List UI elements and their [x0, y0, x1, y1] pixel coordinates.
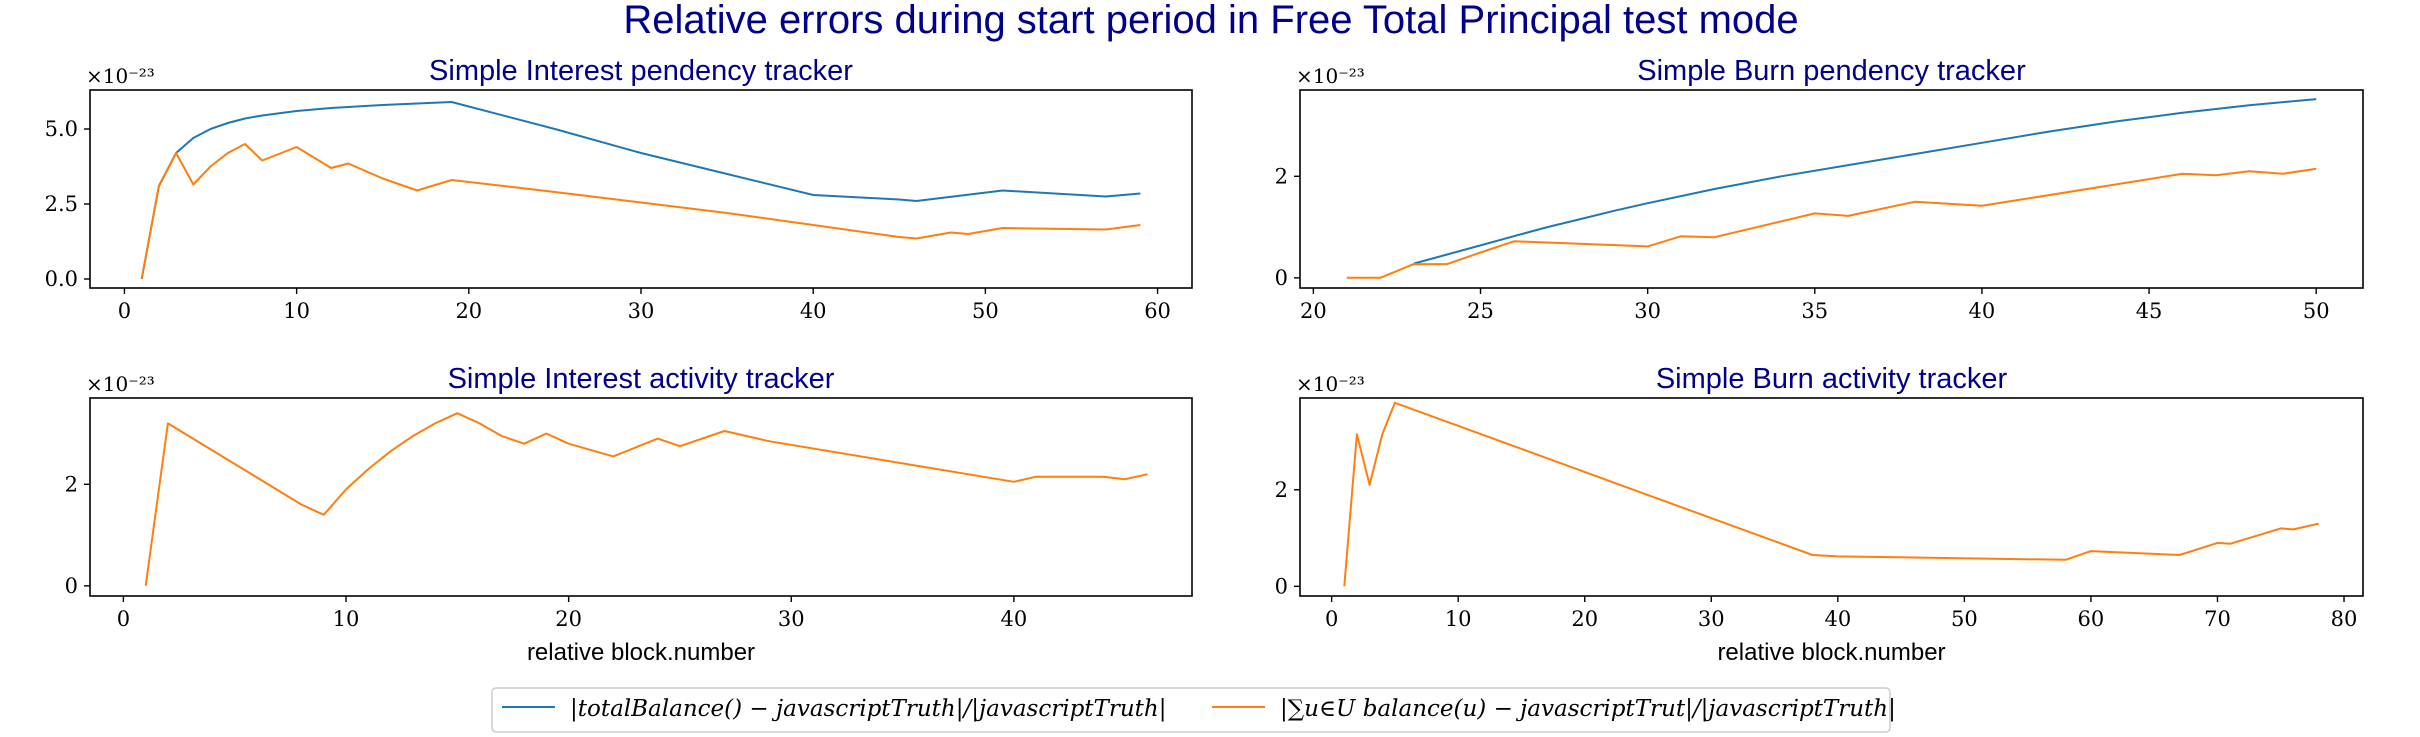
y-tick-label-interest-pendency: 0.0 — [45, 267, 78, 291]
x-axis-label-interest-activity: relative block.number — [527, 639, 755, 666]
series-line-sum-balances-burn-pendency — [1346, 167, 2317, 279]
x-tick-label-interest-activity: 10 — [333, 607, 360, 631]
series-line-sum-balances-interest-pendency — [140, 143, 1141, 280]
y-tick-label-interest-activity: 0 — [65, 574, 78, 598]
x-tick-label-interest-activity: 20 — [555, 607, 582, 631]
x-tick-label-interest-pendency: 60 — [1144, 299, 1171, 323]
x-tick-label-interest-activity: 0 — [117, 607, 130, 631]
y-tick-label-interest-activity: 2 — [65, 472, 78, 496]
x-tick-label-burn-activity: 40 — [1824, 607, 1851, 631]
x-tick-label-burn-activity: 50 — [1951, 607, 1978, 631]
x-tick-label-burn-activity: 0 — [1325, 607, 1338, 631]
panel-series-burn-activity — [1343, 401, 2319, 587]
panel-series-interest-pendency — [140, 101, 1141, 280]
series-line-total-balance-interest-pendency — [140, 101, 1141, 280]
x-axis-label-burn-activity: relative block.number — [1717, 639, 1945, 666]
x-tick-label-burn-activity: 30 — [1698, 607, 1725, 631]
panel-scale-label-interest-pendency: ×10⁻²³ — [86, 64, 155, 88]
x-tick-label-burn-pendency: 20 — [1300, 299, 1327, 323]
legend: |totalBalance() − javascriptTruth|/|java… — [491, 687, 1896, 733]
x-tick-label-interest-pendency: 10 — [283, 299, 310, 323]
axes-frame-burn-activity — [1299, 397, 2364, 597]
x-tick-label-burn-activity: 10 — [1445, 607, 1472, 631]
series-line-sum-balances-interest-activity — [144, 412, 1148, 586]
legend-frame — [491, 687, 1891, 733]
x-tick-label-burn-pendency: 45 — [2136, 299, 2163, 323]
x-tick-label-burn-activity: 80 — [2331, 607, 2358, 631]
x-tick-label-interest-activity: 40 — [1001, 607, 1028, 631]
panel-scale-label-interest-activity: ×10⁻²³ — [86, 372, 155, 396]
y-tick-label-burn-activity: 2 — [1275, 478, 1288, 502]
panel-series-burn-pendency — [1346, 98, 2317, 279]
panel-title-burn-pendency: Simple Burn pendency tracker — [1637, 55, 2026, 87]
panel-interest-activity: Simple Interest activity tracker ×10⁻²³ 0 1… — [65, 363, 1193, 666]
x-tick-label-interest-pendency: 20 — [455, 299, 482, 323]
axes-frame-interest-pendency — [89, 89, 1193, 289]
axes-frame-interest-activity — [89, 397, 1193, 597]
series-line-total-balance-burn-pendency — [1413, 98, 2317, 265]
y-tick-label-burn-activity: 0 — [1275, 574, 1288, 598]
legend-entry-sum-balances: |∑u∈U balance(u) − javascriptTrut|/|java… — [1280, 696, 1896, 722]
panel-scale-label-burn-pendency: ×10⁻²³ — [1296, 64, 1365, 88]
figure-title: Relative errors during start period in F… — [623, 0, 1798, 42]
legend-entry-total-balance: |totalBalance() − javascriptTruth|/|java… — [570, 696, 1166, 722]
x-tick-label-interest-pendency: 30 — [628, 299, 655, 323]
x-tick-label-interest-pendency: 0 — [118, 299, 131, 323]
y-tick-label-burn-pendency: 0 — [1275, 266, 1288, 290]
x-tick-label-burn-activity: 20 — [1571, 607, 1598, 631]
panel-title-interest-pendency: Simple Interest pendency tracker — [429, 55, 853, 87]
y-tick-label-interest-pendency: 5.0 — [45, 117, 78, 141]
chart-panels: Simple Interest pendency tracker ×10⁻²³ 0 1… — [45, 55, 2364, 666]
y-tick-label-interest-pendency: 2.5 — [45, 192, 78, 216]
panel-series-interest-activity — [144, 412, 1148, 586]
x-tick-label-burn-activity: 70 — [2204, 607, 2231, 631]
x-tick-label-burn-pendency: 50 — [2303, 299, 2330, 323]
x-tick-label-burn-pendency: 35 — [1801, 299, 1828, 323]
x-tick-label-interest-activity: 30 — [778, 607, 805, 631]
panel-title-burn-activity: Simple Burn activity tracker — [1656, 363, 2008, 395]
x-tick-label-burn-pendency: 30 — [1634, 299, 1661, 323]
panel-interest-pendency: Simple Interest pendency tracker ×10⁻²³ 0 1… — [45, 55, 1193, 323]
x-tick-label-burn-pendency: 25 — [1467, 299, 1494, 323]
x-tick-label-burn-activity: 60 — [2078, 607, 2105, 631]
axes-frame-burn-pendency — [1299, 89, 2364, 289]
series-line-sum-balances-burn-activity — [1343, 401, 2319, 587]
panel-title-interest-activity: Simple Interest activity tracker — [448, 363, 835, 395]
x-tick-label-interest-pendency: 40 — [800, 299, 827, 323]
panel-burn-activity: Simple Burn activity tracker×10⁻²³0 10 20 3… — [1275, 363, 2364, 666]
x-tick-label-interest-pendency: 50 — [972, 299, 999, 323]
y-tick-label-burn-pendency: 2 — [1275, 164, 1288, 188]
panel-scale-label-burn-activity: ×10⁻²³ — [1296, 372, 1365, 396]
x-tick-label-burn-pendency: 40 — [1969, 299, 1996, 323]
